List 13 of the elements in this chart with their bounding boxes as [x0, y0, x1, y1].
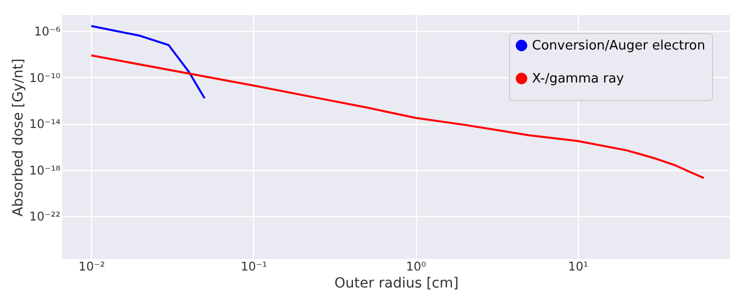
legend-label: Conversion/Auger electron [532, 38, 706, 54]
x-tick-label: 10¹ [568, 260, 588, 274]
x-tick-label: 10⁰ [406, 260, 426, 274]
x-axis-title: Outer radius [cm] [334, 276, 459, 292]
y-axis-title: Absorbed dose [Gy/nt] [10, 58, 26, 216]
x-tick-label: 10⁻² [78, 260, 106, 274]
legend-label: X-/gamma ray [532, 72, 624, 86]
y-tick-label: 10⁻²² [29, 210, 61, 224]
y-tick-label: 10⁻⁶ [34, 24, 61, 39]
y-tick-label: 10⁻¹⁰ [29, 70, 61, 85]
x-tick-label: 10⁻¹ [240, 260, 268, 274]
y-tick-label: 10⁻¹⁴ [29, 117, 61, 132]
y-tick-label: 10⁻¹⁸ [29, 163, 61, 178]
